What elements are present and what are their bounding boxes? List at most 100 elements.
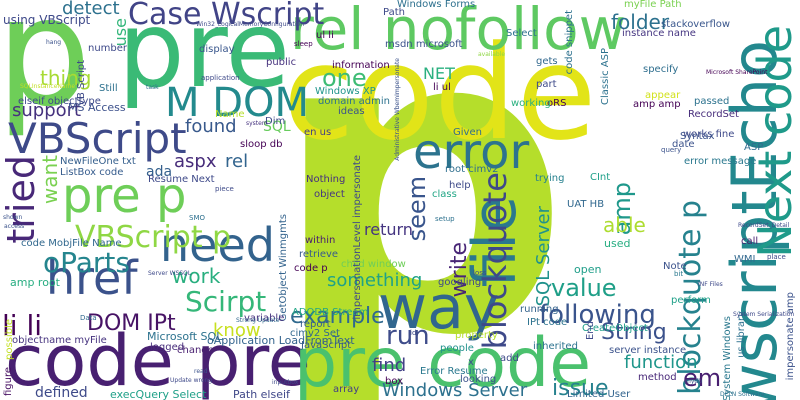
word: JavaScript [301, 340, 352, 351]
word: en us [304, 127, 332, 138]
word: em [683, 364, 722, 392]
word: piece [215, 185, 234, 193]
word: class [432, 189, 457, 200]
word: works fine [683, 129, 735, 140]
word: Dim [265, 116, 286, 127]
word: error message [684, 156, 757, 167]
word: change [177, 345, 214, 356]
word: CreateObject [582, 323, 648, 334]
word: within [305, 235, 336, 246]
word: Strong Update [236, 317, 280, 324]
word: error [413, 124, 530, 180]
word: need [160, 218, 275, 272]
word: SMO [189, 214, 205, 222]
word: Error Resume [420, 366, 488, 377]
word: oParts [43, 246, 130, 279]
word: ADODB Stream [292, 307, 369, 318]
word: child window [341, 259, 406, 270]
word: open [574, 263, 602, 276]
word: able [603, 213, 646, 237]
word: RecordSet_Detail [738, 222, 790, 229]
word: loss [473, 269, 487, 277]
word: add [500, 353, 519, 364]
word: work [172, 264, 221, 288]
word: p [270, 0, 571, 400]
word: folder [611, 10, 670, 34]
word: available [478, 51, 506, 58]
word: using VBScript [3, 13, 91, 27]
word: elseif objecttype [18, 96, 101, 107]
word: VBScript p [75, 220, 232, 255]
word: something [327, 270, 423, 291]
word: domain admin [318, 96, 390, 107]
word: information [332, 60, 390, 71]
word: inherited [533, 341, 578, 352]
word: object [314, 189, 345, 200]
word: li li [2, 309, 43, 342]
word: IPt code [527, 317, 568, 328]
word: us library [736, 311, 747, 358]
word: Windows XP [315, 86, 376, 97]
word: mydb [685, 378, 703, 385]
word: Scirpt [185, 285, 267, 318]
word: Syntax [680, 131, 715, 142]
word: amp amp [633, 99, 681, 110]
word: possible [4, 319, 15, 360]
word: thing [40, 66, 92, 90]
word: method [638, 372, 677, 383]
word: want [38, 155, 62, 205]
word: box [385, 376, 404, 387]
word: system [246, 120, 268, 127]
word: p [0, 0, 92, 140]
word: cimv2 Set [290, 328, 340, 339]
word: one [322, 64, 367, 92]
word: x [468, 357, 474, 368]
word: server instance [609, 345, 687, 356]
word: amp root [10, 276, 60, 289]
word: function [624, 352, 698, 373]
word: System Serialization [733, 311, 795, 318]
word: people [440, 343, 474, 354]
word: UAT HB [567, 199, 605, 210]
word: ul li [316, 30, 334, 41]
word: Name [215, 109, 245, 120]
word: passed [694, 96, 730, 107]
word: detect [62, 0, 120, 19]
word: ASP [744, 142, 764, 153]
word: impersonate amp [785, 292, 796, 381]
word: logged [150, 342, 185, 353]
word: shown [3, 214, 23, 221]
word: VB Script [76, 60, 87, 106]
word: looking [460, 374, 497, 385]
word: way [378, 273, 500, 343]
word: support [12, 100, 82, 121]
word: part [536, 79, 557, 90]
word: following [539, 300, 656, 330]
word: Limited User [567, 389, 631, 400]
word: End [585, 321, 596, 341]
word: Select [506, 28, 537, 39]
word: Win32_LogicalMemoryConfiguration [196, 21, 305, 28]
word: oRS [547, 98, 567, 109]
word: know [213, 320, 261, 341]
word: report [300, 319, 331, 330]
word: Microsoft SharePoint [706, 69, 768, 76]
word: CInt [590, 172, 611, 183]
word: find [372, 355, 407, 376]
word: SQLInstanceName [20, 83, 76, 90]
word: ada [146, 164, 173, 180]
word: date [672, 139, 695, 150]
word: defined [35, 385, 88, 400]
word: Data [80, 314, 97, 322]
word: SQL Server [533, 206, 554, 307]
word: impersonationLevel impersonate [352, 155, 363, 320]
word: googling [438, 277, 482, 288]
word: execQuery Select [110, 388, 207, 400]
word: GetObject Winmgmts [278, 214, 289, 322]
word: Given [453, 127, 482, 138]
word: Note [663, 261, 687, 272]
word: working [511, 98, 551, 109]
word: Windows Server [382, 380, 528, 400]
word: DOM IPt [87, 311, 176, 336]
